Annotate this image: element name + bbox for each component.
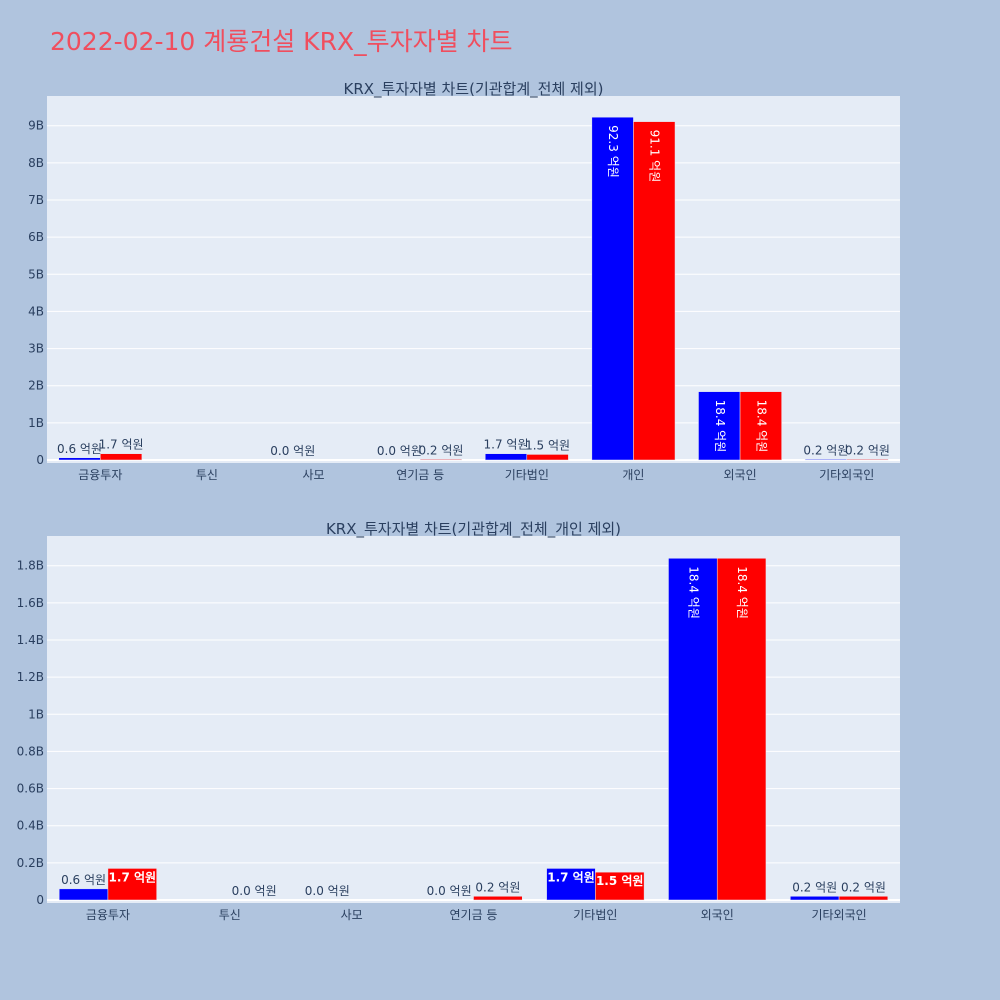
bar-label: 18.4 억원 (713, 400, 727, 453)
bar (484, 453, 528, 461)
bar-label: 0.0 억원 (427, 884, 472, 898)
chart-title: KRX_투자자별 차트(기관합계_전체_개인 제외) (326, 520, 621, 539)
chart-1: KRX_투자자별 차트(기관합계_전체 제외) 0 1B 2B 3B 4B 5B 6B 7B 8B… (28, 80, 900, 482)
bar-label: 92.3 억원 (606, 125, 620, 178)
bar-label: 0.0 억원 (305, 884, 350, 898)
y-tick-label: 1B (28, 416, 44, 430)
y-tick-label: 6B (28, 230, 44, 244)
bar-label: 0.0 억원 (377, 444, 422, 458)
bar (546, 868, 596, 901)
x-tick-label: 투신 (219, 908, 241, 922)
bar-label: 1.7 억원 (484, 438, 529, 452)
bar-label: 0.6 억원 (57, 442, 102, 456)
x-tick-label: 기타외국인 (811, 908, 866, 922)
x-tick-label: 사모 (341, 908, 363, 922)
bar (716, 558, 767, 901)
bar (739, 391, 782, 461)
x-tick-label: 기타법인 (505, 468, 549, 482)
y-tick-label: 7B (28, 193, 44, 207)
bar (838, 896, 889, 901)
y-tick-label: 5B (28, 267, 44, 281)
bar-label: 0.0 억원 (232, 884, 277, 898)
x-tick-label: 금융투자 (86, 908, 130, 922)
x-tick-label: 사모 (303, 468, 325, 482)
y-tick-label: 1.4B (17, 633, 44, 647)
chart-2: KRX_투자자별 차트(기관합계_전체_개인 제외) 0 0.2B 0.4B 0.6B 0… (17, 520, 900, 922)
bar (100, 453, 143, 461)
y-tick-label: 1.6B (17, 596, 44, 610)
y-tick-label: 0 (36, 453, 44, 467)
bar-label: 1.7 억원 (109, 870, 157, 884)
x-tick-label: 기타외국인 (819, 468, 874, 482)
bar-label: 18.4 억원 (686, 566, 700, 619)
y-tick-label: 0.8B (17, 744, 44, 758)
y-tick-label: 3B (28, 342, 44, 356)
y-tick-label: 0 (36, 893, 44, 907)
bar (526, 454, 569, 461)
y-tick-label: 0.6B (17, 782, 44, 796)
bar (698, 391, 741, 461)
bar (790, 896, 840, 901)
bar-label: 1.7 억원 (99, 438, 144, 452)
bar (633, 121, 676, 461)
x-tick-label: 투신 (196, 468, 218, 482)
bar-label: 1.5 억원 (596, 874, 644, 888)
bar-label: 0.2 억원 (418, 443, 463, 457)
bar (591, 116, 634, 461)
bar-label: 0.2 억원 (792, 880, 837, 894)
bar-label: 0.6 억원 (61, 873, 106, 887)
y-tick-label: 0.2B (17, 856, 44, 870)
bar-label: 0.2 억원 (803, 443, 848, 457)
bar-label: 0.0 억원 (270, 444, 315, 458)
y-tick-label: 1B (28, 707, 44, 721)
bar-label: 1.7 억원 (547, 870, 595, 884)
bar (668, 558, 718, 901)
bar-label: 91.1 억원 (648, 130, 662, 183)
bar (846, 459, 889, 461)
chart-title: KRX_투자자별 차트(기관합계_전체 제외) (344, 80, 604, 99)
bar-label: 18.4 억원 (754, 400, 768, 453)
x-tick-label: 연기금 등 (450, 908, 498, 922)
bar-label: 0.2 억원 (475, 880, 520, 894)
bar (58, 888, 109, 901)
plot-area (47, 536, 900, 903)
bar (107, 868, 157, 901)
bar-label: 1.5 억원 (525, 438, 570, 452)
bar-label: 18.4 억원 (735, 566, 749, 619)
x-tick-label: 외국인 (701, 908, 734, 922)
x-tick-label: 연기금 등 (396, 468, 444, 482)
y-tick-label: 8B (28, 156, 44, 170)
bar (473, 896, 523, 901)
y-tick-label: 1.2B (17, 670, 44, 684)
bar (419, 459, 463, 461)
x-tick-label: 금융투자 (78, 468, 122, 482)
x-tick-label: 외국인 (724, 468, 757, 482)
y-tick-label: 1.8B (17, 559, 44, 573)
page-title: 2022-02-10 계룡건설 KRX_투자자별 차트 (50, 27, 513, 56)
bar-label: 0.2 억원 (845, 443, 890, 457)
bar (58, 457, 101, 461)
y-tick-label: 2B (28, 379, 44, 393)
x-tick-label: 기타법인 (573, 908, 617, 922)
y-tick-label: 0.4B (17, 819, 44, 833)
bar (595, 871, 645, 901)
x-tick-label: 개인 (622, 468, 644, 482)
bar (804, 459, 847, 461)
bar-label: 0.2 억원 (841, 880, 886, 894)
y-tick-label: 9B (28, 119, 44, 133)
y-tick-label: 4B (28, 304, 44, 318)
